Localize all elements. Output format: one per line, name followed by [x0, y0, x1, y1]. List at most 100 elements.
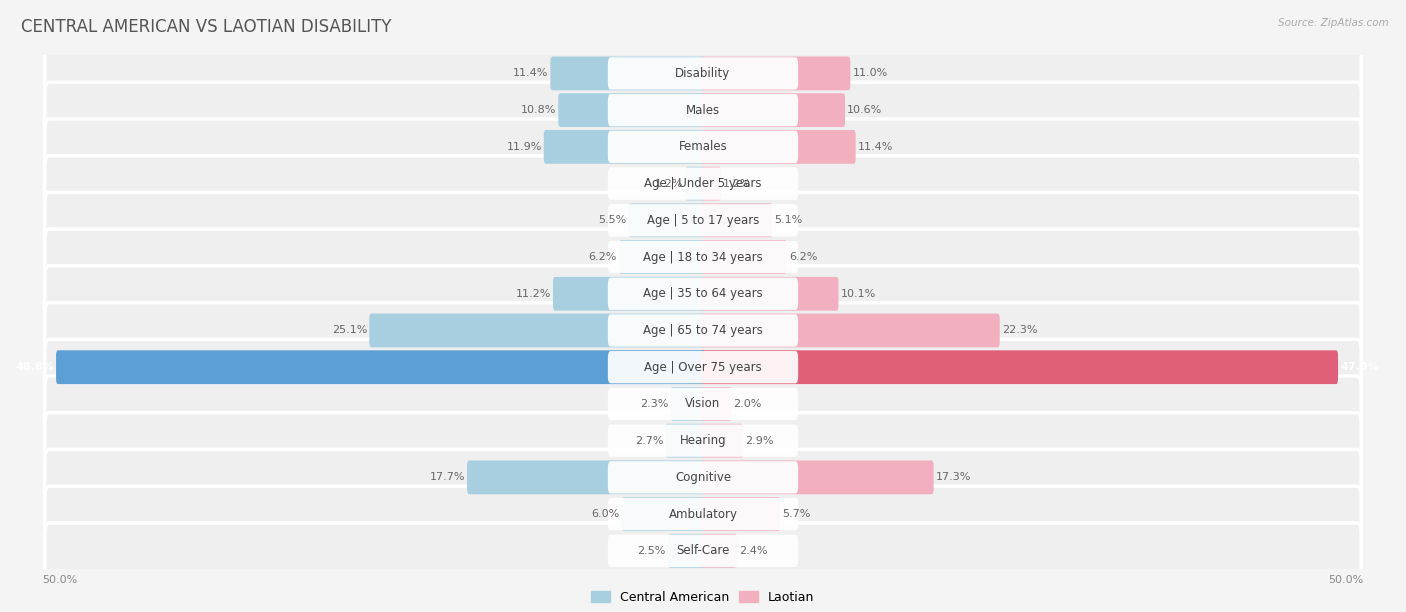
FancyBboxPatch shape [702, 350, 1339, 384]
Text: 11.4%: 11.4% [513, 69, 548, 78]
Text: Males: Males [686, 103, 720, 117]
FancyBboxPatch shape [553, 277, 704, 311]
Text: 10.8%: 10.8% [520, 105, 557, 115]
FancyBboxPatch shape [628, 203, 704, 237]
FancyBboxPatch shape [702, 277, 838, 311]
FancyBboxPatch shape [702, 93, 845, 127]
Text: 11.2%: 11.2% [516, 289, 551, 299]
Text: 2.5%: 2.5% [637, 546, 666, 556]
Text: 48.8%: 48.8% [15, 362, 53, 372]
FancyBboxPatch shape [45, 449, 1361, 506]
Text: CENTRAL AMERICAN VS LAOTIAN DISABILITY: CENTRAL AMERICAN VS LAOTIAN DISABILITY [21, 18, 392, 36]
FancyBboxPatch shape [607, 498, 799, 530]
Text: 6.0%: 6.0% [592, 509, 620, 519]
Text: Cognitive: Cognitive [675, 471, 731, 484]
FancyBboxPatch shape [56, 350, 704, 384]
Text: 1.2%: 1.2% [723, 179, 751, 188]
FancyBboxPatch shape [607, 425, 799, 457]
FancyBboxPatch shape [607, 168, 799, 200]
FancyBboxPatch shape [665, 424, 704, 458]
FancyBboxPatch shape [702, 424, 744, 458]
FancyBboxPatch shape [45, 155, 1361, 212]
FancyBboxPatch shape [45, 486, 1361, 542]
FancyBboxPatch shape [45, 302, 1361, 359]
FancyBboxPatch shape [544, 130, 704, 164]
FancyBboxPatch shape [702, 534, 737, 568]
FancyBboxPatch shape [607, 204, 799, 236]
FancyBboxPatch shape [685, 166, 704, 201]
FancyBboxPatch shape [607, 278, 799, 310]
Legend: Central American, Laotian: Central American, Laotian [586, 586, 820, 609]
Text: 5.1%: 5.1% [775, 215, 803, 225]
FancyBboxPatch shape [607, 94, 799, 126]
Text: 11.9%: 11.9% [506, 142, 541, 152]
FancyBboxPatch shape [702, 497, 780, 531]
Text: 5.7%: 5.7% [782, 509, 811, 519]
Text: Source: ZipAtlas.com: Source: ZipAtlas.com [1278, 18, 1389, 28]
FancyBboxPatch shape [607, 241, 799, 273]
Text: 11.0%: 11.0% [852, 69, 887, 78]
Text: 2.0%: 2.0% [734, 399, 762, 409]
FancyBboxPatch shape [607, 315, 799, 346]
Text: 10.6%: 10.6% [846, 105, 883, 115]
FancyBboxPatch shape [607, 461, 799, 493]
Text: Age | 65 to 74 years: Age | 65 to 74 years [643, 324, 763, 337]
Text: Females: Females [679, 140, 727, 154]
FancyBboxPatch shape [671, 387, 704, 421]
FancyBboxPatch shape [45, 339, 1361, 395]
FancyBboxPatch shape [45, 412, 1361, 469]
FancyBboxPatch shape [45, 45, 1361, 102]
Text: Age | 35 to 64 years: Age | 35 to 64 years [643, 287, 763, 300]
FancyBboxPatch shape [550, 56, 704, 91]
Text: 17.7%: 17.7% [430, 472, 465, 482]
FancyBboxPatch shape [45, 192, 1361, 248]
Text: 2.9%: 2.9% [745, 436, 773, 446]
FancyBboxPatch shape [45, 82, 1361, 138]
FancyBboxPatch shape [45, 266, 1361, 322]
FancyBboxPatch shape [558, 93, 704, 127]
Text: 22.3%: 22.3% [1001, 326, 1038, 335]
Text: 6.2%: 6.2% [789, 252, 817, 262]
FancyBboxPatch shape [619, 240, 704, 274]
Text: 50.0%: 50.0% [1329, 575, 1364, 584]
Text: Ambulatory: Ambulatory [668, 507, 738, 521]
FancyBboxPatch shape [702, 387, 731, 421]
FancyBboxPatch shape [702, 166, 721, 201]
FancyBboxPatch shape [45, 119, 1361, 175]
Text: 2.3%: 2.3% [640, 399, 669, 409]
Text: Hearing: Hearing [679, 434, 727, 447]
Text: Self-Care: Self-Care [676, 544, 730, 558]
Text: 5.5%: 5.5% [598, 215, 626, 225]
Text: 47.9%: 47.9% [1340, 362, 1379, 372]
FancyBboxPatch shape [45, 229, 1361, 285]
FancyBboxPatch shape [607, 535, 799, 567]
FancyBboxPatch shape [702, 460, 934, 494]
Text: Age | Over 75 years: Age | Over 75 years [644, 360, 762, 374]
FancyBboxPatch shape [607, 131, 799, 163]
Text: Disability: Disability [675, 67, 731, 80]
FancyBboxPatch shape [45, 376, 1361, 432]
Text: Age | 18 to 34 years: Age | 18 to 34 years [643, 250, 763, 264]
Text: 2.4%: 2.4% [738, 546, 768, 556]
FancyBboxPatch shape [702, 203, 772, 237]
FancyBboxPatch shape [668, 534, 704, 568]
FancyBboxPatch shape [702, 130, 856, 164]
FancyBboxPatch shape [702, 240, 787, 274]
FancyBboxPatch shape [607, 351, 799, 383]
FancyBboxPatch shape [702, 313, 1000, 348]
Text: Age | 5 to 17 years: Age | 5 to 17 years [647, 214, 759, 227]
Text: 50.0%: 50.0% [42, 575, 77, 584]
FancyBboxPatch shape [607, 388, 799, 420]
FancyBboxPatch shape [607, 58, 799, 89]
FancyBboxPatch shape [467, 460, 704, 494]
Text: Vision: Vision [685, 397, 721, 411]
Text: 1.2%: 1.2% [655, 179, 683, 188]
Text: 17.3%: 17.3% [935, 472, 972, 482]
Text: 10.1%: 10.1% [841, 289, 876, 299]
FancyBboxPatch shape [621, 497, 704, 531]
Text: 25.1%: 25.1% [332, 326, 367, 335]
Text: Age | Under 5 years: Age | Under 5 years [644, 177, 762, 190]
Text: 2.7%: 2.7% [636, 436, 664, 446]
Text: 6.2%: 6.2% [589, 252, 617, 262]
FancyBboxPatch shape [370, 313, 704, 348]
